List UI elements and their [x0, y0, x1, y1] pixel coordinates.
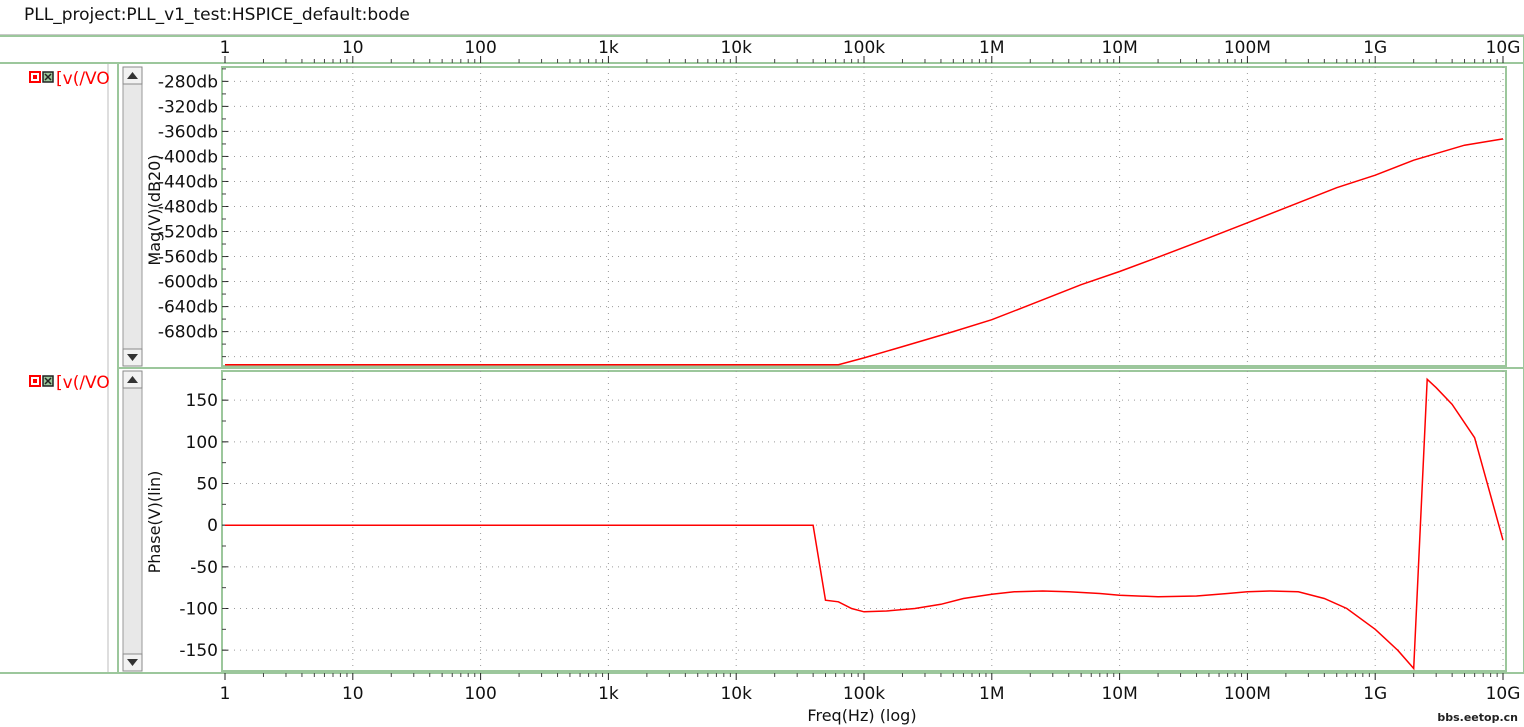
x-tick-label: 100k	[843, 684, 885, 704]
y-tick-label: -600db	[158, 273, 218, 293]
y-tick-label: -320db	[158, 97, 218, 117]
phase-trace[interactable]	[225, 377, 1504, 671]
magnitude-subplot: -280db -320db -360db -400db -440db -480db -520…	[29, 66, 1507, 367]
y-tick-label: 150	[186, 391, 218, 411]
x-tick-label: 100k	[843, 38, 885, 58]
window-title: PLL_project:PLL_v1_test:HSPICE_default:b…	[24, 5, 410, 25]
y-tick-label: -400db	[158, 147, 218, 167]
x-tick-label: 10k	[720, 38, 752, 58]
trace-select-icon[interactable]	[42, 375, 54, 387]
trace-visible-icon[interactable]	[29, 375, 41, 387]
x-tick-label: 100	[464, 684, 496, 704]
phase-legend-label[interactable]: [v(/VO	[56, 373, 110, 393]
magnitude-y-ticks: -280db -320db -360db -400db -440db -480db -520…	[158, 68, 228, 358]
scroll-up-icon[interactable]	[122, 66, 143, 85]
y-tick-label: -560db	[158, 248, 218, 268]
x-tick-label: 1G	[1363, 684, 1387, 704]
magnitude-y-axis-label: Mag(V)(dB20)	[145, 154, 164, 265]
magnitude-legend-label[interactable]: [v(/VO	[56, 69, 110, 89]
title-bar: PLL_project:PLL_v1_test:HSPICE_default:b…	[0, 0, 1524, 35]
x-tick-label: 100M	[1224, 684, 1271, 704]
x-tick-label: 100M	[1224, 38, 1271, 58]
bottom-x-axis: 1 10 100 1k 10k 100k 1M 10M 100M 1G 10G	[220, 673, 1521, 704]
y-tick-label: 50	[196, 475, 218, 495]
y-tick-label: -50	[190, 558, 218, 578]
top-x-axis: 1 10 100 1k 10k 100k 1M 10M 100M 1G 10G	[220, 38, 1521, 63]
phase-grid	[222, 371, 1506, 671]
legend-column	[0, 64, 118, 673]
magnitude-scrollbar[interactable]	[122, 66, 143, 367]
x-tick-label: 10M	[1101, 38, 1137, 58]
y-tick-label: -280db	[158, 72, 218, 92]
y-tick-label: -360db	[158, 122, 218, 142]
watermark-text: bbs.eetop.cn	[1437, 711, 1518, 724]
y-tick-label: -100	[179, 600, 218, 620]
x-tick-label: 1k	[598, 38, 619, 58]
scroll-down-icon[interactable]	[122, 348, 143, 367]
trace-select-icon[interactable]	[42, 71, 54, 83]
phase-y-axis-label: Phase(V)(lin)	[145, 471, 164, 574]
scroll-down-icon[interactable]	[122, 653, 143, 672]
x-tick-label: 10	[342, 684, 364, 704]
y-tick-label: -480db	[158, 197, 218, 217]
phase-scrollbar[interactable]	[122, 370, 143, 672]
trace-visible-icon[interactable]	[29, 71, 41, 83]
x-tick-label: 1	[220, 684, 231, 704]
x-tick-label: 1G	[1363, 38, 1387, 58]
x-tick-label: 10k	[720, 684, 752, 704]
x-tick-label: 1M	[979, 38, 1004, 58]
y-tick-label: 100	[186, 433, 218, 453]
x-axis-label: Freq(Hz) (log)	[807, 706, 916, 725]
x-tick-label: 10G	[1486, 684, 1521, 704]
magnitude-plot-area	[221, 66, 1507, 367]
x-tick-label: 1M	[979, 684, 1004, 704]
y-tick-label: -440db	[158, 172, 218, 192]
y-tick-label: -680db	[158, 323, 218, 343]
y-tick-label: -520db	[158, 223, 218, 243]
x-tick-label: 10G	[1486, 38, 1521, 58]
y-tick-label: 0	[207, 516, 218, 536]
phase-subplot: 150 100 50 0 -50 -100 -150 Phase(V)(lin)	[29, 370, 1507, 672]
magnitude-grid	[222, 67, 1506, 366]
phase-y-ticks: 150 100 50 0 -50 -100 -150	[179, 378, 228, 661]
scroll-up-icon[interactable]	[122, 370, 143, 389]
x-tick-label: 100	[464, 38, 496, 58]
y-tick-label: -640db	[158, 298, 218, 318]
magnitude-trace[interactable]	[225, 138, 1504, 366]
x-tick-label: 1	[220, 38, 231, 58]
y-tick-label: -150	[179, 641, 218, 661]
x-tick-label: 10	[342, 38, 364, 58]
x-tick-label: 1k	[598, 684, 619, 704]
x-tick-label: 10M	[1101, 684, 1137, 704]
